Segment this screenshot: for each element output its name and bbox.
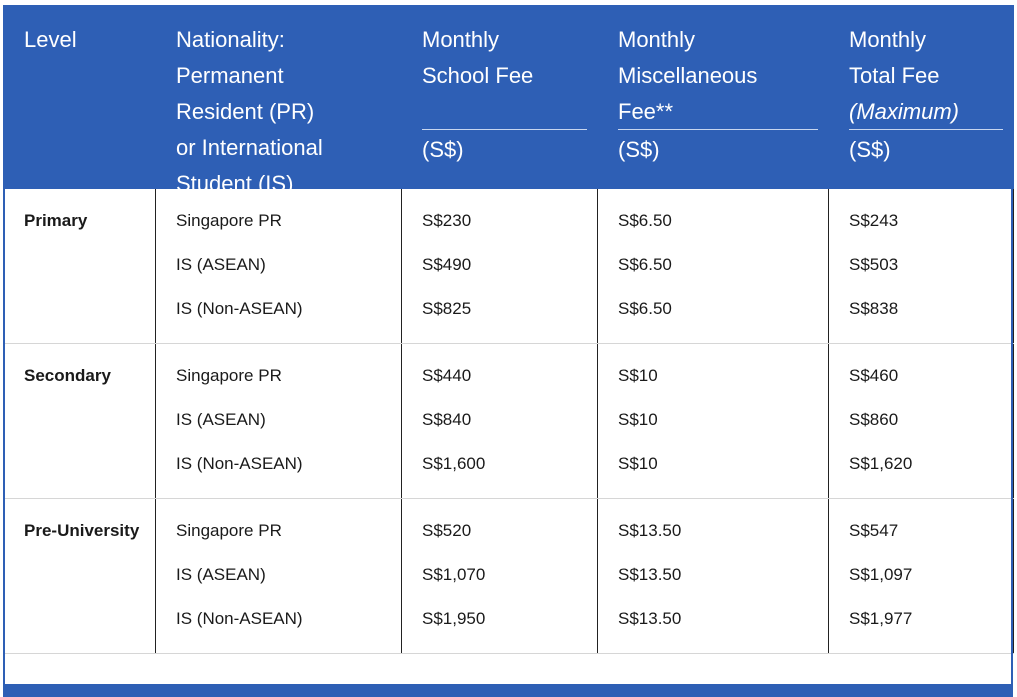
header-misc-fee-line: Monthly <box>618 27 696 52</box>
total-fee-value: S$1,620 <box>849 454 913 473</box>
fee-table: Level Nationality: Permanent Resident (P… <box>3 5 1014 654</box>
misc-fee-value: S$6.50 <box>618 299 672 318</box>
header-divider <box>422 129 587 130</box>
school-fee-value: S$230 <box>422 211 472 230</box>
nationality-value: IS (ASEAN) <box>176 565 266 584</box>
misc-fee-value: S$6.50 <box>618 255 672 274</box>
total-fee-value: S$860 <box>849 410 899 429</box>
header-total-fee: Monthly Total Fee (Maximum) (S$) <box>828 5 1014 189</box>
header-unit: (S$) <box>618 137 660 162</box>
school-fee-cell: S$520 S$1,070 S$1,950 <box>401 498 598 654</box>
nationality-cell: Singapore PR IS (ASEAN) IS (Non-ASEAN) <box>155 188 402 344</box>
level-label: Secondary <box>24 366 111 385</box>
table-row-group: Pre-University Singapore PR IS (ASEAN) IS (… <box>3 498 1014 654</box>
total-fee-value: S$460 <box>849 366 899 385</box>
header-unit: (S$) <box>849 137 891 162</box>
header-school-fee-line: School Fee <box>422 63 534 88</box>
misc-fee-value: S$13.50 <box>618 565 682 584</box>
header-nationality-line: or International <box>176 135 323 160</box>
header-total-fee-line: Monthly <box>849 27 927 52</box>
misc-fee-cell: S$6.50 S$6.50 S$6.50 <box>597 188 829 344</box>
misc-fee-cell: S$13.50 S$13.50 S$13.50 <box>597 498 829 654</box>
header-total-fee-line: Total Fee <box>849 63 940 88</box>
header-school-fee-line: Monthly <box>422 27 500 52</box>
level-cell: Pre-University <box>3 498 156 654</box>
total-fee-cell: S$547 S$1,097 S$1,977 <box>828 498 1014 654</box>
misc-fee-value: S$13.50 <box>618 609 682 628</box>
school-fee-cell: S$440 S$840 S$1,600 <box>401 343 598 499</box>
total-fee-cell: S$243 S$503 S$838 <box>828 188 1014 344</box>
header-nationality-line: Permanent <box>176 63 284 88</box>
total-fee-value: S$1,097 <box>849 565 913 584</box>
header-school-fee: Monthly School Fee (S$) <box>401 5 598 189</box>
total-fee-value: S$243 <box>849 211 899 230</box>
school-fee-value: S$1,950 <box>422 609 486 628</box>
header-divider <box>618 129 818 130</box>
header-level: Level <box>3 5 156 189</box>
header-misc-fee: Monthly Miscellaneous Fee** (S$) <box>597 5 829 189</box>
header-level-label: Level <box>24 27 77 52</box>
nationality-value: IS (ASEAN) <box>176 410 266 429</box>
school-fee-value: S$490 <box>422 255 472 274</box>
misc-fee-value: S$10 <box>618 454 658 473</box>
table-header: Level Nationality: Permanent Resident (P… <box>3 5 1014 196</box>
nationality-value: Singapore PR <box>176 366 282 385</box>
misc-fee-value: S$10 <box>618 366 658 385</box>
school-fee-value: S$520 <box>422 521 472 540</box>
nationality-cell: Singapore PR IS (ASEAN) IS (Non-ASEAN) <box>155 498 402 654</box>
total-fee-cell: S$460 S$860 S$1,620 <box>828 343 1014 499</box>
level-cell: Secondary <box>3 343 156 499</box>
header-unit: (S$) <box>422 137 464 162</box>
school-fee-cell: S$230 S$490 S$825 <box>401 188 598 344</box>
header-nationality-line: Resident (PR) <box>176 99 315 124</box>
misc-fee-value: S$6.50 <box>618 211 672 230</box>
table-row-group: Secondary Singapore PR IS (ASEAN) IS (Non-A… <box>3 343 1014 499</box>
level-label: Primary <box>24 211 88 230</box>
header-divider <box>849 129 1003 130</box>
nationality-value: IS (Non-ASEAN) <box>176 609 303 628</box>
nationality-value: Singapore PR <box>176 211 282 230</box>
school-fee-value: S$840 <box>422 410 472 429</box>
nationality-value: Singapore PR <box>176 521 282 540</box>
header-nationality-line: Student (IS) <box>176 171 294 196</box>
school-fee-value: S$1,600 <box>422 454 486 473</box>
header-misc-fee-line: Miscellaneous <box>618 63 758 88</box>
nationality-cell: Singapore PR IS (ASEAN) IS (Non-ASEAN) <box>155 343 402 499</box>
nationality-value: IS (ASEAN) <box>176 255 266 274</box>
table-right-edge <box>1011 5 1013 684</box>
table-bottom-bar <box>3 684 1013 697</box>
header-misc-fee-line: Fee** <box>618 99 674 124</box>
total-fee-value: S$547 <box>849 521 899 540</box>
header-total-fee-note: (Maximum) <box>849 99 959 124</box>
school-fee-value: S$440 <box>422 366 472 385</box>
table-left-edge <box>3 5 5 684</box>
nationality-value: IS (Non-ASEAN) <box>176 299 303 318</box>
misc-fee-value: S$10 <box>618 410 658 429</box>
misc-fee-value: S$13.50 <box>618 521 682 540</box>
table-row-group: Primary Singapore PR IS (ASEAN) IS (Non-ASE… <box>3 188 1014 344</box>
nationality-value: IS (Non-ASEAN) <box>176 454 303 473</box>
header-nationality: Nationality: Permanent Resident (PR) or … <box>155 5 402 196</box>
total-fee-value: S$503 <box>849 255 899 274</box>
school-fee-value: S$825 <box>422 299 472 318</box>
misc-fee-cell: S$10 S$10 S$10 <box>597 343 829 499</box>
total-fee-value: S$1,977 <box>849 609 913 628</box>
level-label: Pre-University <box>24 521 140 540</box>
total-fee-value: S$838 <box>849 299 899 318</box>
school-fee-value: S$1,070 <box>422 565 486 584</box>
header-nationality-line: Nationality: <box>176 27 285 52</box>
table-body: Primary Singapore PR IS (ASEAN) IS (Non-ASE… <box>3 188 1014 654</box>
level-cell: Primary <box>3 188 156 344</box>
